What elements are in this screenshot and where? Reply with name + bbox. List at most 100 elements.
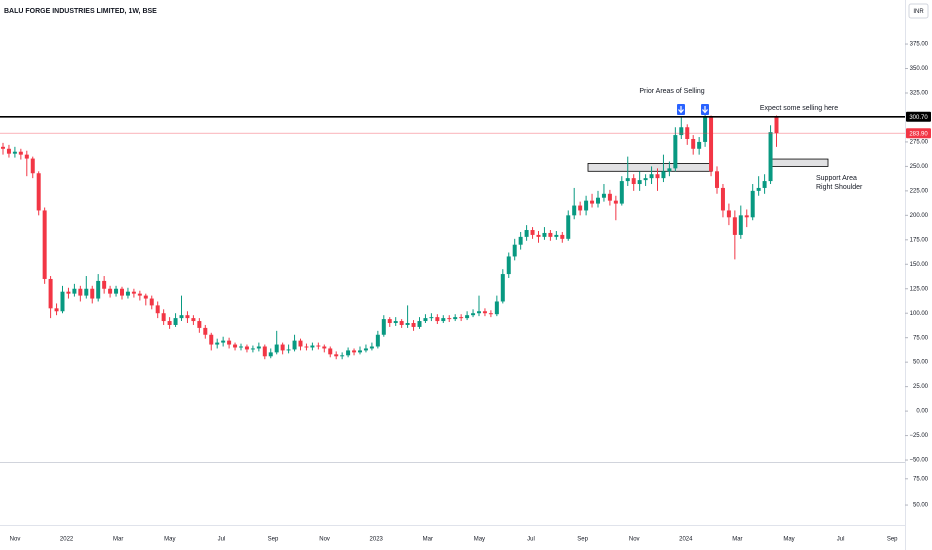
- candle-body: [536, 234, 541, 237]
- candle-body: [726, 210, 731, 218]
- y-tick-label: 50.00: [913, 503, 929, 509]
- y-tick-label: 75.00: [913, 335, 929, 341]
- currency-box[interactable]: [908, 3, 929, 19]
- annotation: Right Shoulder: [816, 184, 863, 191]
- candle-body: [411, 323, 416, 327]
- candle-body: [84, 288, 89, 296]
- candle-body: [542, 232, 547, 237]
- y-tick-label: 200.00: [910, 213, 929, 219]
- candle-body: [358, 350, 362, 353]
- arrow-marker: [677, 104, 685, 115]
- x-tick-label: Mar: [732, 537, 742, 543]
- candle-body: [185, 315, 190, 319]
- candle-body: [161, 313, 166, 322]
- candle-body: [661, 171, 666, 179]
- candle-body: [417, 321, 422, 327]
- candle-body: [244, 346, 249, 350]
- candle-body: [125, 291, 130, 296]
- candle-body: [500, 274, 505, 302]
- y-tick-label: 75.00: [913, 476, 929, 482]
- candle-body: [114, 288, 119, 294]
- candle-body: [60, 291, 65, 312]
- candle-body: [6, 148, 11, 154]
- candle-body: [607, 193, 612, 201]
- candle-body: [12, 151, 17, 154]
- candle-body: [54, 308, 59, 312]
- candle-body: [387, 319, 392, 324]
- candle-body: [572, 205, 577, 216]
- candle-body: [720, 187, 725, 211]
- candle-body: [679, 127, 684, 136]
- price-level-tag: [906, 111, 931, 122]
- candle-body: [560, 234, 565, 239]
- x-tick-label: Nov: [319, 537, 330, 543]
- candle-body: [352, 350, 357, 353]
- candle-body: [566, 215, 571, 239]
- candle-body: [298, 340, 303, 347]
- candle-body: [66, 291, 71, 294]
- candle-body: [643, 178, 648, 181]
- y-tick-label: 325.00: [910, 91, 929, 97]
- candle-body: [209, 334, 214, 345]
- candle-body: [506, 256, 511, 275]
- candle-body: [72, 288, 77, 294]
- candle-body: [762, 181, 767, 188]
- y-tick-label: −25.00: [909, 433, 928, 439]
- candle-body: [203, 327, 208, 335]
- candle-body: [667, 168, 672, 172]
- candle-body: [197, 321, 202, 328]
- y-tick-label: 100.00: [910, 311, 929, 317]
- candle-body: [102, 280, 107, 289]
- candle-body: [471, 313, 476, 316]
- candle-body: [625, 178, 630, 182]
- candle-body: [363, 348, 368, 351]
- annotation: Expect some selling here: [760, 105, 838, 112]
- candle-body: [590, 200, 595, 204]
- y-tick-label: 25.00: [913, 384, 929, 390]
- candle-body: [447, 318, 452, 320]
- candle-body: [96, 280, 101, 299]
- y-tick-label: 250.00: [910, 164, 929, 170]
- candle-body: [596, 197, 600, 204]
- candle-body: [30, 158, 35, 174]
- candle-body: [233, 344, 238, 348]
- x-tick-label: May: [474, 537, 485, 543]
- candle-body: [328, 348, 333, 355]
- candle-body: [423, 318, 428, 322]
- x-tick-label: Mar: [423, 537, 433, 543]
- x-tick-label: Sep: [887, 537, 898, 543]
- candle-body: [167, 321, 172, 325]
- y-tick-label: 50.00: [913, 360, 929, 366]
- currency-label[interactable]: INR: [913, 9, 924, 15]
- candle-body: [262, 346, 267, 357]
- candle-body: [512, 244, 517, 257]
- candle-body: [435, 317, 440, 322]
- candle-body: [518, 236, 523, 245]
- y-tick-label: 0.00: [916, 409, 928, 415]
- y-tick-label: 225.00: [910, 188, 929, 194]
- candle-body: [732, 217, 737, 235]
- candle-body: [649, 174, 654, 179]
- candle-body: [631, 178, 636, 185]
- candle-body: [429, 317, 434, 319]
- candle-body: [322, 346, 327, 349]
- candle-body: [191, 318, 196, 322]
- x-tick-label: Sep: [577, 537, 588, 543]
- candle-body: [619, 181, 624, 204]
- candle-body: [274, 344, 279, 353]
- candle-body: [744, 215, 749, 218]
- candle-body: [90, 288, 95, 299]
- candle-body: [375, 334, 380, 347]
- candle-body: [239, 346, 243, 348]
- x-tick-label: Jul: [837, 537, 845, 543]
- candle-body: [334, 354, 339, 357]
- candle-body: [673, 135, 678, 169]
- candle-body: [774, 117, 779, 134]
- candle-body: [655, 174, 660, 179]
- candle-body: [292, 340, 297, 350]
- candle-body: [256, 346, 261, 349]
- support-zone: [770, 158, 829, 167]
- x-tick-label: Jul: [218, 537, 226, 543]
- candle-body: [530, 230, 535, 235]
